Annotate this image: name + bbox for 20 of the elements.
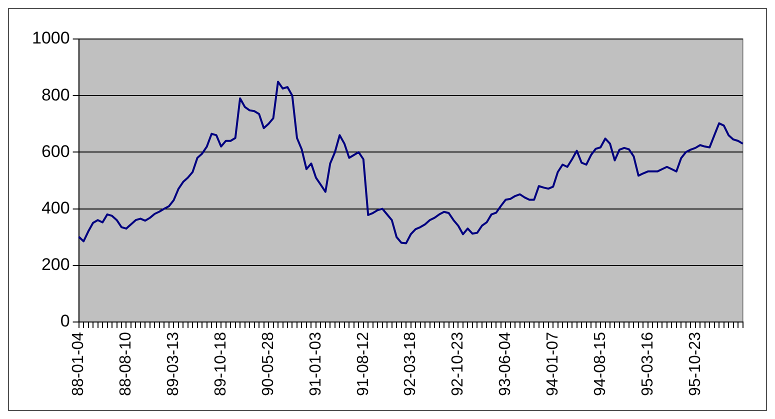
x-tick-label: 89-03-13 [165, 332, 182, 396]
x-tick-label: 89-10-18 [212, 332, 230, 396]
x-tick-label: 95-10-23 [686, 332, 704, 396]
x-tick-label: 92-10-23 [450, 332, 467, 396]
x-tick-label: 90-05-28 [260, 332, 277, 396]
x-tick-label: 93-06-04 [497, 332, 514, 396]
y-tick-label: 400 [41, 198, 70, 218]
x-tick-label: 88-01-04 [70, 332, 88, 396]
y-tick-label: 600 [41, 142, 70, 161]
x-tick-label: 95-03-16 [639, 332, 656, 396]
y-tick-label: 200 [41, 255, 70, 274]
y-tick-label: 800 [41, 85, 70, 104]
x-tick-label: 88-08-10 [118, 332, 135, 396]
x-tick-label: 91-01-03 [307, 332, 324, 396]
x-tick-label: 94-01-07 [544, 332, 562, 396]
y-tick-label: 0 [60, 312, 70, 331]
x-tick-label: 94-08-15 [592, 332, 609, 396]
y-tick-label: 1000 [32, 28, 70, 48]
x-tick-label: 92-03-18 [402, 332, 420, 396]
x-tick-label: 91-08-12 [354, 332, 372, 396]
